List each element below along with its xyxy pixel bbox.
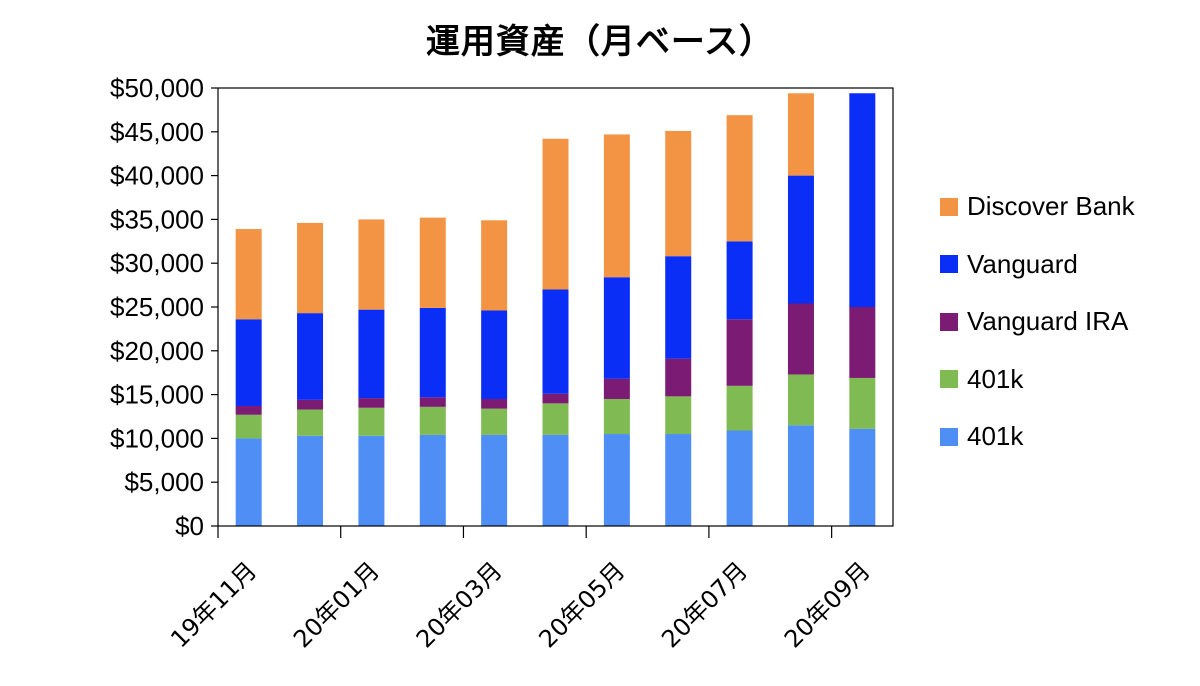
legend-item: Vanguard IRA [940, 293, 1190, 351]
legend-swatch [940, 370, 958, 389]
bar-segment [419, 307, 446, 398]
bar-segment [787, 175, 814, 304]
bar-segment [419, 434, 446, 526]
bar-segment [726, 115, 753, 242]
bar-segment [726, 385, 753, 431]
bar-segment [603, 378, 630, 399]
bar-segment [726, 319, 753, 386]
bar-segment [665, 396, 692, 435]
bar-segment [603, 277, 630, 379]
axes-layer [211, 87, 894, 538]
bar-segment [235, 414, 262, 439]
legend-item: 401k [940, 408, 1190, 466]
bar-segment [787, 374, 814, 426]
legend: Discover Bank Vanguard Vanguard IRA 401k 401… [940, 178, 1190, 466]
bar-segment [419, 397, 446, 407]
bar-segment [235, 319, 262, 406]
y-tick-label: $30,000 [110, 248, 204, 278]
bar-segment [787, 425, 814, 526]
y-tick-label: $50,000 [110, 73, 204, 103]
bar-segment [235, 405, 262, 415]
bar-segment [481, 398, 508, 409]
legend-swatch [940, 255, 958, 274]
bar-segment [665, 434, 692, 526]
bar-segment [787, 303, 814, 375]
y-tick-label: $10,000 [110, 423, 204, 453]
bar-segment [849, 307, 876, 378]
y-tick-label: $45,000 [110, 117, 204, 147]
bar-segment [726, 241, 753, 320]
bar-segment [481, 408, 508, 435]
bar-segment [603, 134, 630, 278]
bar-segment [481, 220, 508, 311]
bar-segment [542, 403, 569, 435]
bar-segment [358, 398, 385, 408]
legend-label: Vanguard [967, 248, 1078, 279]
legend-swatch [940, 427, 958, 446]
legend-label: Discover Bank [967, 191, 1135, 222]
x-tick-label: 20年01月 [288, 556, 385, 653]
chart-title: 運用資産（月ベース） [425, 22, 775, 62]
y-tick-label: $40,000 [110, 161, 204, 191]
y-tick-label: $15,000 [110, 380, 204, 410]
bar-segment [235, 229, 262, 320]
bar-segment [419, 406, 446, 435]
bar-segment [481, 310, 508, 399]
legend-label: Vanguard IRA [967, 306, 1129, 337]
bar-segment [358, 219, 385, 310]
legend-item: Discover Bank [940, 178, 1190, 236]
bar-segment [603, 398, 630, 435]
x-tick-label: 20年09月 [779, 556, 876, 653]
bar-segment [358, 309, 385, 399]
bar-segment [358, 407, 385, 436]
y-tick-label: $5,000 [124, 467, 204, 497]
x-tick-label: 20年05月 [533, 556, 630, 653]
bar-segment [297, 409, 324, 436]
bar-segment [603, 434, 630, 526]
bar-segment [542, 289, 569, 394]
x-tick-label: 20年03月 [411, 556, 508, 653]
bar-segment [358, 435, 385, 526]
bar-segment [665, 256, 692, 359]
bars-layer [235, 93, 876, 526]
legend-label: 401k [967, 421, 1024, 452]
bar-segment [542, 138, 569, 290]
bar-segment [849, 428, 876, 526]
bar-segment [542, 393, 569, 404]
bar-segment [849, 93, 876, 307]
bar-segment [419, 217, 446, 308]
y-tick-label: $0 [175, 511, 204, 541]
bar-segment [481, 434, 508, 526]
bar-segment [297, 435, 324, 526]
x-tick-label: 19年11月 [165, 556, 262, 653]
bar-segment [235, 438, 262, 526]
legend-label: 401k [967, 363, 1024, 394]
y-tick-label: $20,000 [110, 336, 204, 366]
legend-item: Vanguard [940, 236, 1190, 294]
bar-segment [542, 434, 569, 526]
y-tick-label: $25,000 [110, 292, 204, 322]
bar-segment [849, 377, 876, 429]
bar-segment [726, 430, 753, 526]
legend-swatch [940, 197, 958, 216]
legend-item: 401k [940, 351, 1190, 409]
y-tick-label: $35,000 [110, 204, 204, 234]
bar-segment [665, 358, 692, 397]
x-tick-label: 20年07月 [656, 556, 753, 653]
bar-segment [297, 222, 324, 314]
bar-segment [787, 93, 814, 176]
legend-swatch [940, 312, 958, 331]
bar-segment [297, 399, 324, 410]
bar-segment [297, 313, 324, 400]
bar-segment [665, 130, 692, 257]
